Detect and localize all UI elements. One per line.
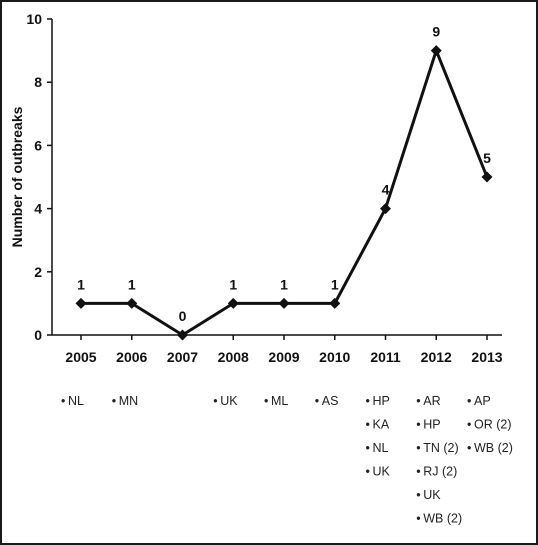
data-label: 9	[432, 24, 440, 40]
state-code-label: UK	[220, 394, 238, 408]
state-list-item: • HP	[366, 394, 390, 408]
bullet-icon: •	[467, 418, 471, 432]
bullet-icon: •	[416, 488, 420, 502]
x-tick-label: 2009	[268, 349, 299, 365]
state-code-label: NL	[373, 441, 389, 455]
state-list-item: • TN (2)	[416, 441, 458, 455]
state-list-item: • NL	[61, 394, 84, 408]
state-list-item: • MN	[112, 394, 138, 408]
y-tick-label: 0	[34, 327, 42, 343]
state-code-label: NL	[68, 394, 84, 408]
state-code-label: AS	[322, 394, 339, 408]
state-list-item: • AP	[467, 394, 491, 408]
bullet-icon: •	[416, 441, 420, 455]
data-point-marker	[278, 297, 290, 309]
state-list-item: • NL	[366, 441, 389, 455]
bullet-icon: •	[366, 418, 370, 432]
bullet-icon: •	[416, 394, 420, 408]
data-point-marker	[380, 203, 391, 215]
state-list-item: • AS	[315, 394, 339, 408]
state-code-label: RJ (2)	[423, 465, 457, 479]
bullet-icon: •	[366, 394, 370, 408]
x-tick-label: 2013	[471, 349, 502, 365]
state-code-label: HP	[373, 394, 390, 408]
data-point-marker	[329, 297, 341, 309]
state-code-label: AR	[423, 394, 440, 408]
data-label: 4	[382, 182, 390, 198]
data-label: 0	[179, 308, 187, 324]
data-labels: 1 1 0 1 1 1 4 9 5	[77, 24, 491, 324]
state-list-item: • UK	[366, 465, 391, 479]
state-list-item: • OR (2)	[467, 418, 512, 432]
state-list-item: • UK	[213, 394, 238, 408]
state-code-label: UK	[373, 465, 391, 479]
bullet-icon: •	[366, 465, 370, 479]
data-label: 1	[331, 276, 339, 292]
data-point-marker	[177, 329, 188, 341]
state-code-label: WB (2)	[423, 512, 462, 526]
x-axis: 2005 2006 2007 2008 2009 2010 2011 2012 2013	[52, 334, 503, 365]
bullet-icon: •	[416, 418, 420, 432]
state-list-item: • RJ (2)	[416, 465, 457, 479]
y-tick-label: 6	[34, 137, 42, 153]
bullet-icon: •	[315, 394, 319, 408]
state-code-label: MN	[119, 394, 138, 408]
x-tick-label: 2007	[167, 349, 198, 365]
bullet-icon: •	[467, 394, 471, 408]
data-point-marker	[481, 171, 493, 183]
state-list-item: • KA	[366, 418, 390, 432]
data-label: 5	[483, 150, 491, 166]
data-label: 1	[128, 276, 136, 292]
x-tick-label: 2010	[319, 349, 350, 365]
bullet-icon: •	[112, 394, 116, 408]
state-code-label: HP	[423, 418, 440, 432]
y-axis-title: Number of outbreaks	[9, 106, 25, 247]
data-label: 1	[280, 276, 288, 292]
x-tick-label: 2012	[421, 349, 452, 365]
y-tick-label: 8	[34, 74, 42, 90]
y-tick-label: 2	[34, 264, 42, 280]
data-point-marker	[75, 297, 87, 309]
data-point-marker	[430, 45, 442, 57]
y-axis: 0 2 4 6 8 10	[26, 11, 53, 343]
series-line	[75, 45, 493, 341]
state-code-label: UK	[423, 488, 441, 502]
x-tick-label: 2006	[116, 349, 147, 365]
state-code-label: KA	[373, 418, 390, 432]
bullet-icon: •	[61, 394, 65, 408]
bullet-icon: •	[467, 441, 471, 455]
state-list-item: • HP	[416, 418, 440, 432]
bullet-icon: •	[213, 394, 217, 408]
bullet-icon: •	[264, 394, 268, 408]
bullet-icon: •	[416, 465, 420, 479]
state-code-label: ML	[271, 394, 288, 408]
state-code-label: WB (2)	[474, 441, 513, 455]
state-list-item: • AR	[416, 394, 440, 408]
state-list-item: • WB (2)	[467, 441, 513, 455]
state-code-label: AP	[474, 394, 491, 408]
state-list-item: • UK	[416, 488, 441, 502]
data-point-marker	[227, 297, 239, 309]
x-tick-label: 2011	[370, 349, 401, 365]
x-tick-label: 2008	[218, 349, 249, 365]
state-code-label: OR (2)	[474, 418, 512, 432]
data-label: 1	[229, 276, 237, 292]
state-list-item: • WB (2)	[416, 512, 462, 526]
bullet-icon: •	[366, 441, 370, 455]
bullet-icon: •	[416, 512, 420, 526]
x-tick-label: 2005	[65, 349, 96, 365]
state-lists: • NL • MN • UK • ML • AS • HP• KA• NL• UK• AR• HP• TN (2)…	[61, 394, 513, 526]
state-list-item: • ML	[264, 394, 288, 408]
data-label: 1	[77, 276, 85, 292]
y-tick-label: 4	[34, 201, 42, 217]
state-code-label: TN (2)	[423, 441, 458, 455]
y-tick-label: 10	[26, 11, 42, 27]
data-point-marker	[126, 297, 138, 309]
